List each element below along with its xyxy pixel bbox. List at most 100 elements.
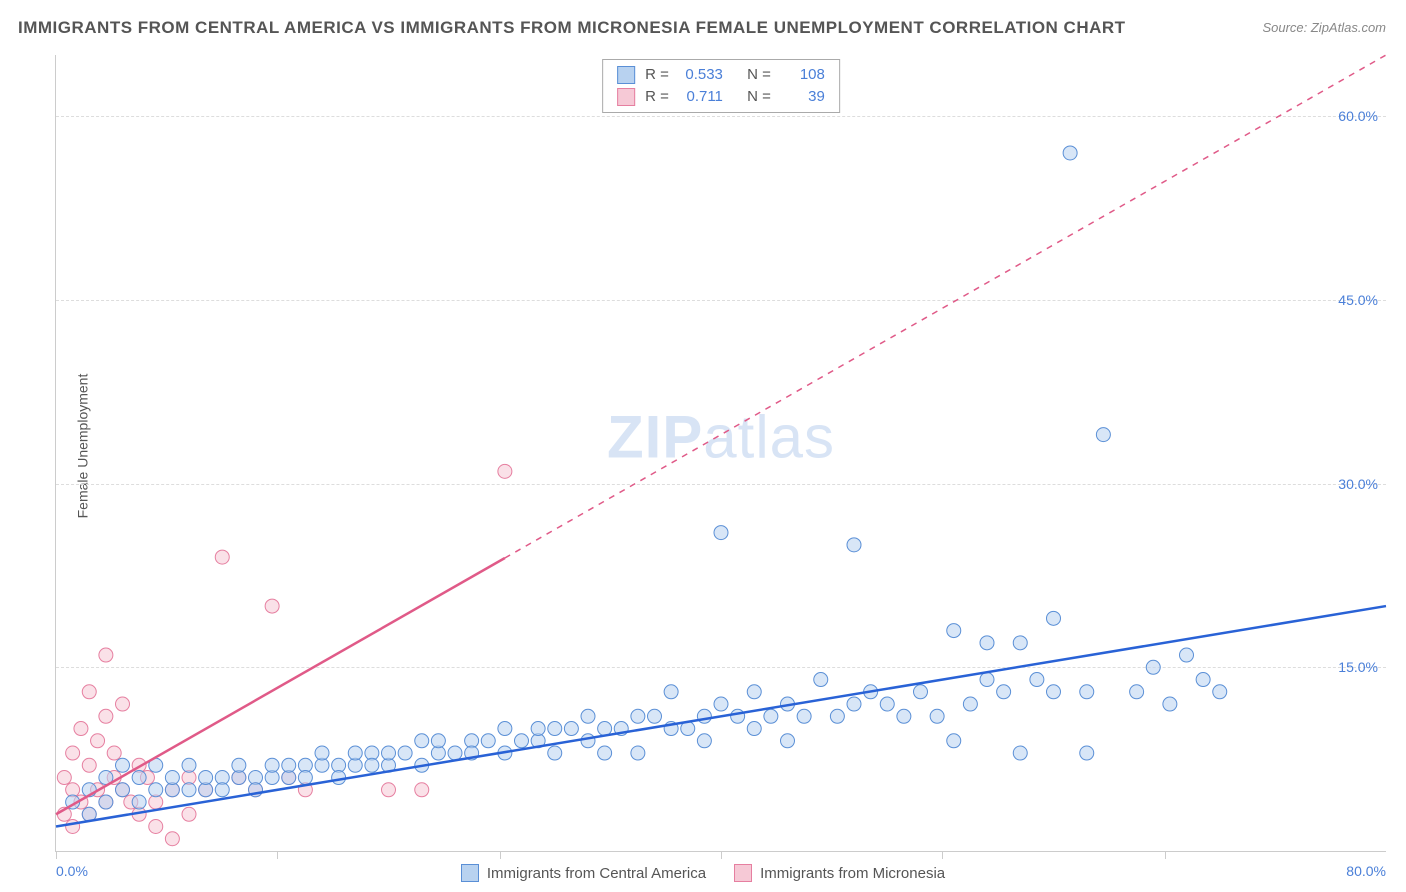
- data-point: [132, 771, 146, 785]
- legend-row-2: R = 0.711 N = 39: [617, 86, 825, 108]
- swatch-series-2: [617, 88, 635, 106]
- x-tick: [277, 851, 278, 859]
- data-point: [764, 709, 778, 723]
- data-point: [182, 807, 196, 821]
- r-value-1: 0.533: [679, 64, 723, 86]
- data-point: [747, 722, 761, 736]
- chart-plot-area: ZIPatlas 15.0%30.0%45.0%60.0% 0.0% 80.0%…: [55, 55, 1386, 852]
- legend-label-2: Immigrants from Micronesia: [760, 865, 945, 882]
- legend-item-1: Immigrants from Central America: [461, 864, 706, 882]
- data-point: [548, 746, 562, 760]
- data-point: [1196, 673, 1210, 687]
- data-point: [498, 464, 512, 478]
- x-tick: [942, 851, 943, 859]
- data-point: [398, 746, 412, 760]
- data-point: [481, 734, 495, 748]
- data-point: [91, 734, 105, 748]
- data-point: [731, 709, 745, 723]
- data-point: [1013, 636, 1027, 650]
- data-point: [74, 722, 88, 736]
- data-point: [348, 746, 362, 760]
- data-point: [714, 526, 728, 540]
- data-point: [697, 709, 711, 723]
- data-point: [714, 697, 728, 711]
- data-point: [431, 734, 445, 748]
- x-tick: [500, 851, 501, 859]
- x-tick: [56, 851, 57, 859]
- data-point: [1013, 746, 1027, 760]
- data-point: [82, 685, 96, 699]
- data-point: [282, 758, 296, 772]
- legend-row-1: R = 0.533 N = 108: [617, 64, 825, 86]
- data-point: [415, 734, 429, 748]
- data-point: [215, 783, 229, 797]
- data-point: [814, 673, 828, 687]
- data-point: [66, 746, 80, 760]
- n-label-2: N =: [747, 86, 771, 108]
- data-point: [116, 697, 130, 711]
- data-point: [365, 758, 379, 772]
- data-point: [581, 734, 595, 748]
- chart-title: IMMIGRANTS FROM CENTRAL AMERICA VS IMMIG…: [18, 18, 1126, 38]
- data-point: [1163, 697, 1177, 711]
- data-point: [1047, 685, 1061, 699]
- data-point: [199, 771, 213, 785]
- data-point: [531, 722, 545, 736]
- data-point: [631, 709, 645, 723]
- r-label-2: R =: [645, 86, 669, 108]
- trend-line: [56, 606, 1386, 826]
- data-point: [897, 709, 911, 723]
- data-point: [1180, 648, 1194, 662]
- data-point: [99, 648, 113, 662]
- n-label-1: N =: [747, 64, 771, 86]
- data-point: [116, 783, 130, 797]
- data-point: [997, 685, 1011, 699]
- scatter-plot-svg: [56, 55, 1386, 851]
- data-point: [165, 771, 179, 785]
- data-point: [165, 832, 179, 846]
- data-point: [598, 722, 612, 736]
- data-point: [215, 550, 229, 564]
- data-point: [1080, 685, 1094, 699]
- legend-item-2: Immigrants from Micronesia: [734, 864, 945, 882]
- data-point: [265, 758, 279, 772]
- trend-line: [56, 558, 505, 814]
- data-point: [830, 709, 844, 723]
- data-point: [149, 820, 163, 834]
- data-point: [382, 783, 396, 797]
- data-point: [1130, 685, 1144, 699]
- data-point: [631, 746, 645, 760]
- trend-line-dashed: [505, 55, 1386, 558]
- data-point: [747, 685, 761, 699]
- data-point: [947, 734, 961, 748]
- r-value-2: 0.711: [679, 86, 723, 108]
- data-point: [548, 722, 562, 736]
- data-point: [1047, 611, 1061, 625]
- source-attribution: Source: ZipAtlas.com: [1262, 20, 1386, 35]
- data-point: [880, 697, 894, 711]
- data-point: [963, 697, 977, 711]
- data-point: [298, 771, 312, 785]
- data-point: [980, 673, 994, 687]
- swatch-bottom-2: [734, 864, 752, 882]
- swatch-bottom-1: [461, 864, 479, 882]
- data-point: [930, 709, 944, 723]
- data-point: [581, 709, 595, 723]
- data-point: [1080, 746, 1094, 760]
- data-point: [182, 758, 196, 772]
- data-point: [232, 758, 246, 772]
- data-point: [415, 783, 429, 797]
- data-point: [99, 795, 113, 809]
- data-point: [149, 783, 163, 797]
- data-point: [664, 685, 678, 699]
- data-point: [781, 734, 795, 748]
- data-point: [116, 758, 130, 772]
- data-point: [332, 771, 346, 785]
- n-value-2: 39: [781, 86, 825, 108]
- data-point: [1030, 673, 1044, 687]
- data-point: [515, 734, 529, 748]
- data-point: [99, 709, 113, 723]
- swatch-series-1: [617, 66, 635, 84]
- data-point: [1146, 660, 1160, 674]
- data-point: [315, 746, 329, 760]
